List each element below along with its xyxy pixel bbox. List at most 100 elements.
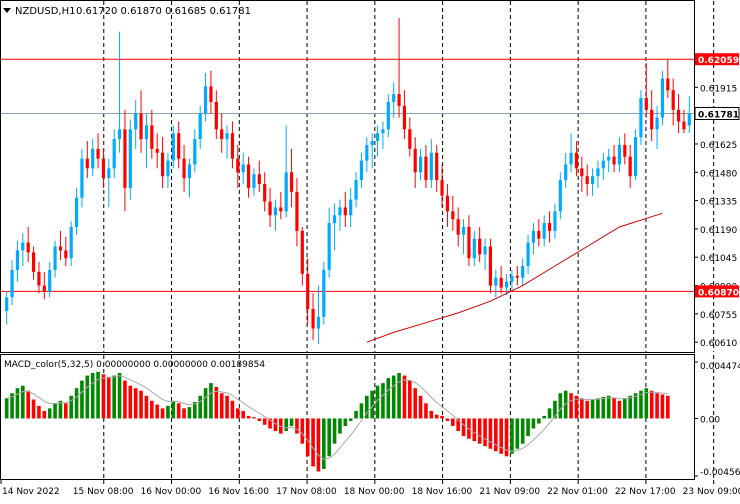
candle xyxy=(26,226,30,263)
candle-body xyxy=(558,180,562,212)
macd-bar xyxy=(144,395,149,419)
macd-bar xyxy=(107,376,111,419)
candle xyxy=(144,113,149,169)
candle-body xyxy=(676,109,681,122)
candle-body xyxy=(31,252,36,272)
macd-bar xyxy=(21,385,25,419)
candle xyxy=(676,94,681,134)
macd-bar xyxy=(574,395,579,419)
candle xyxy=(112,129,116,179)
candle-body xyxy=(499,277,503,288)
chart-menu-triangle-icon[interactable] xyxy=(3,8,11,13)
candle-body xyxy=(182,158,186,179)
candle-body xyxy=(564,164,568,181)
candle-body xyxy=(580,168,584,177)
candle-body xyxy=(96,148,100,159)
candle xyxy=(48,262,52,298)
candle-body xyxy=(306,273,310,309)
price-axis: 0.62059 0.61915 0.61781 0.61625 0.61480 0.613… xyxy=(694,53,740,349)
candle xyxy=(392,82,396,118)
candle xyxy=(74,187,79,235)
candle xyxy=(660,70,665,126)
candle xyxy=(171,125,175,169)
candle xyxy=(628,144,632,188)
candle-body xyxy=(144,125,149,140)
candle-body xyxy=(220,129,224,140)
candle-body xyxy=(671,90,675,110)
candle xyxy=(558,172,562,220)
candle xyxy=(263,172,267,212)
macd-bar xyxy=(365,395,369,419)
macd-bar xyxy=(666,395,670,419)
candle-body xyxy=(666,78,670,91)
candle xyxy=(644,62,648,118)
macd-bar xyxy=(655,393,659,419)
candle-body xyxy=(155,148,159,153)
candle xyxy=(198,105,202,149)
candle-body xyxy=(42,285,46,292)
candle-body xyxy=(21,242,25,251)
macd-bar xyxy=(236,408,240,419)
candle-body xyxy=(322,269,326,317)
candle xyxy=(316,285,321,345)
candle xyxy=(107,158,111,208)
candle xyxy=(42,271,46,300)
candle xyxy=(601,152,605,181)
macd-bar xyxy=(537,418,541,424)
macd-bar xyxy=(386,378,391,419)
candle-body xyxy=(682,121,686,130)
macd-bar xyxy=(214,386,219,419)
time-label: 18 Nov 00:00 xyxy=(344,487,405,497)
macd-bar xyxy=(397,373,401,419)
macd-bar xyxy=(612,398,616,419)
candle-body xyxy=(134,113,138,130)
candle-body xyxy=(553,211,557,231)
candle xyxy=(214,90,218,140)
candle-body xyxy=(687,113,691,126)
time-label: 17 Nov 08:00 xyxy=(276,487,337,497)
candle-body xyxy=(429,152,433,181)
macd-bar xyxy=(96,371,100,419)
macd-bar xyxy=(15,388,20,419)
macd-bar xyxy=(553,400,557,419)
macd-bar xyxy=(10,393,14,419)
candle xyxy=(349,187,353,227)
price-label: 0.61915 xyxy=(700,84,737,94)
candle-body xyxy=(85,158,89,169)
horizontal-lines[interactable] xyxy=(1,58,694,292)
candle-body xyxy=(504,281,509,288)
candle-body xyxy=(386,101,390,130)
macd-bar xyxy=(322,418,326,469)
candle xyxy=(209,70,213,114)
candle xyxy=(381,121,385,149)
macd-bar xyxy=(327,418,331,457)
macd-bar xyxy=(219,393,224,419)
macd-bar xyxy=(413,388,417,419)
candle-body xyxy=(375,133,380,142)
candle xyxy=(182,144,186,192)
macd-bar xyxy=(639,390,643,419)
macd-bar xyxy=(649,390,654,419)
candle-body xyxy=(230,133,235,159)
candle xyxy=(273,199,278,231)
candle xyxy=(166,152,170,188)
candle-body xyxy=(655,117,659,130)
macd-bar xyxy=(547,408,552,419)
macd-bar xyxy=(418,395,423,419)
candle-body xyxy=(193,139,197,165)
candle xyxy=(402,90,407,140)
candle xyxy=(31,246,36,280)
macd-bar xyxy=(187,407,192,419)
time-label: 14 Nov 2022 xyxy=(2,487,60,497)
candle xyxy=(91,139,95,177)
macd-bar xyxy=(182,408,186,419)
symbol-label: NZDUSD,H1 xyxy=(15,6,75,17)
macd-bar xyxy=(488,418,493,449)
candle xyxy=(37,262,41,294)
candle xyxy=(15,240,20,282)
candle-body xyxy=(300,230,304,274)
macd-bar xyxy=(558,393,563,419)
macd-bar xyxy=(53,403,57,419)
